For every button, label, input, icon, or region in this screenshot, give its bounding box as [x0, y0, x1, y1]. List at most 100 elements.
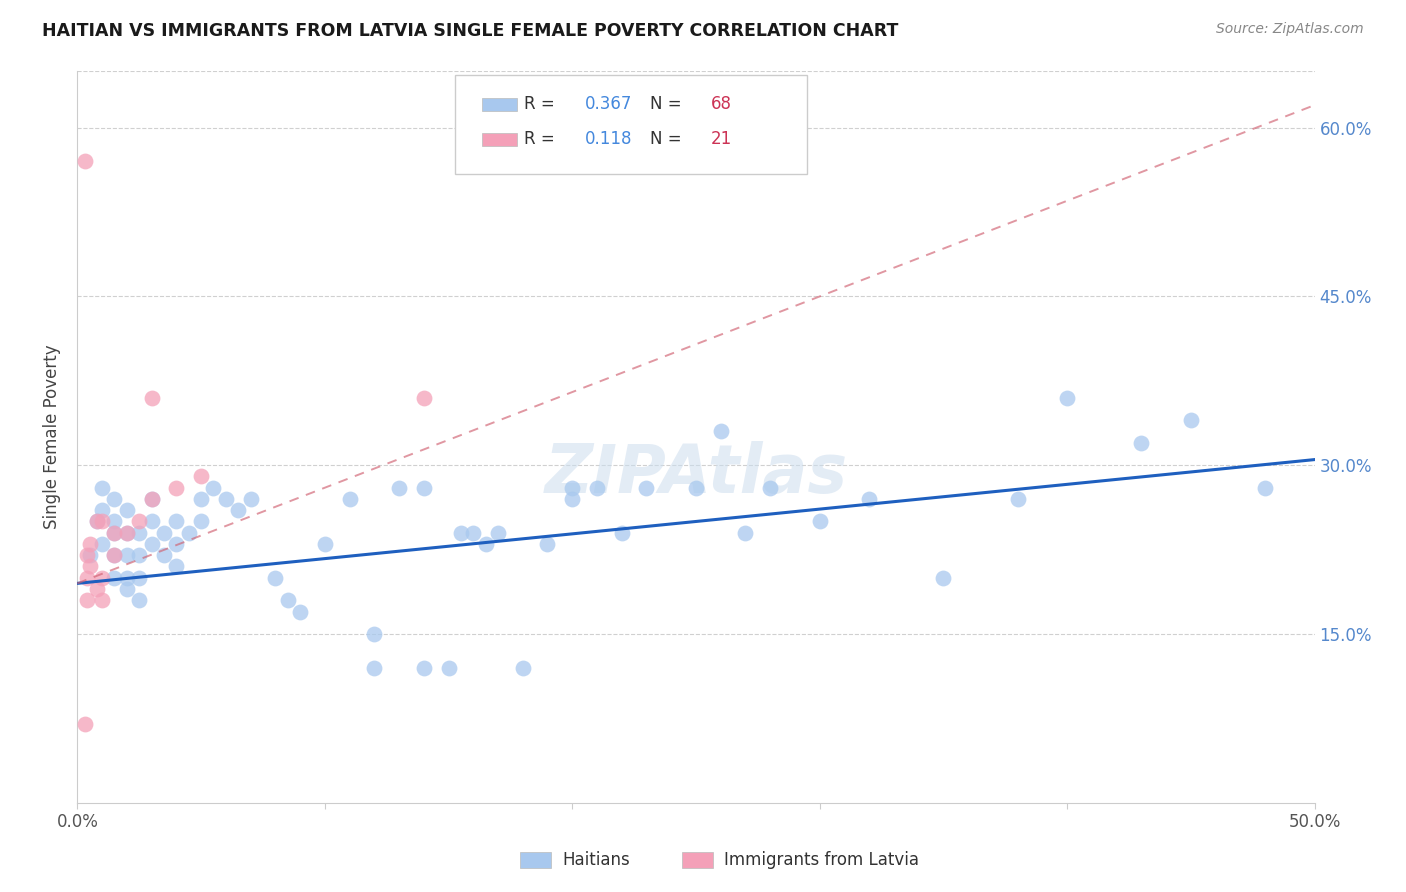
Text: Immigrants from Latvia: Immigrants from Latvia [724, 851, 920, 869]
Point [561, 491, 583, 506]
Point [586, 481, 609, 495]
Point [388, 481, 411, 495]
Point [128, 515, 150, 529]
Point [190, 469, 212, 483]
Point [610, 525, 633, 540]
Point [91, 571, 114, 585]
FancyBboxPatch shape [482, 98, 516, 111]
Text: 68: 68 [711, 95, 731, 113]
Point [363, 661, 385, 675]
Text: 0.367: 0.367 [585, 95, 631, 113]
Point [177, 525, 200, 540]
Point [165, 559, 187, 574]
FancyBboxPatch shape [454, 75, 807, 174]
Point [115, 503, 138, 517]
Point [1007, 491, 1029, 506]
Text: R =: R = [524, 130, 565, 148]
Point [128, 571, 150, 585]
Point [103, 491, 125, 506]
Point [932, 571, 955, 585]
Point [103, 548, 125, 562]
Point [79, 559, 101, 574]
Point [141, 537, 163, 551]
Point [153, 548, 176, 562]
Point [734, 525, 756, 540]
Point [1056, 391, 1078, 405]
Text: 0.118: 0.118 [585, 130, 633, 148]
Point [91, 515, 114, 529]
Point [115, 548, 138, 562]
Point [128, 548, 150, 562]
Text: N =: N = [650, 130, 688, 148]
Point [91, 503, 114, 517]
Point [103, 525, 125, 540]
Text: R =: R = [524, 95, 560, 113]
Point [450, 525, 472, 540]
Point [103, 548, 125, 562]
Point [264, 571, 287, 585]
FancyBboxPatch shape [482, 133, 516, 146]
Point [73, 154, 96, 169]
Point [636, 481, 658, 495]
Point [76, 571, 98, 585]
Y-axis label: Single Female Poverty: Single Female Poverty [44, 345, 62, 529]
Point [141, 491, 163, 506]
Point [103, 525, 125, 540]
Point [363, 627, 385, 641]
Point [486, 525, 509, 540]
Point [463, 525, 485, 540]
Point [141, 491, 163, 506]
Point [128, 525, 150, 540]
Point [103, 515, 125, 529]
Point [202, 481, 225, 495]
Point [79, 537, 101, 551]
Point [759, 481, 782, 495]
Point [1180, 413, 1202, 427]
Point [536, 537, 558, 551]
Point [115, 525, 138, 540]
Point [437, 661, 460, 675]
Point [190, 491, 212, 506]
Point [1254, 481, 1277, 495]
Point [239, 491, 262, 506]
Point [91, 593, 114, 607]
Point [76, 548, 98, 562]
Point [86, 582, 108, 596]
Point [561, 481, 583, 495]
Point [115, 571, 138, 585]
Point [685, 481, 707, 495]
Text: Source: ZipAtlas.com: Source: ZipAtlas.com [1216, 22, 1364, 37]
Text: HAITIAN VS IMMIGRANTS FROM LATVIA SINGLE FEMALE POVERTY CORRELATION CHART: HAITIAN VS IMMIGRANTS FROM LATVIA SINGLE… [42, 22, 898, 40]
Point [190, 515, 212, 529]
Point [86, 515, 108, 529]
Point [412, 391, 434, 405]
Point [277, 593, 299, 607]
Point [153, 525, 176, 540]
Point [165, 515, 187, 529]
Point [103, 571, 125, 585]
Text: 21: 21 [711, 130, 733, 148]
Text: N =: N = [650, 95, 688, 113]
Point [128, 593, 150, 607]
Point [226, 503, 249, 517]
Text: Haitians: Haitians [562, 851, 630, 869]
Point [314, 537, 336, 551]
Point [79, 548, 101, 562]
Point [512, 661, 534, 675]
Point [288, 605, 311, 619]
Point [115, 582, 138, 596]
Point [76, 593, 98, 607]
Point [858, 491, 880, 506]
Point [91, 537, 114, 551]
Point [474, 537, 496, 551]
Point [1130, 435, 1153, 450]
Point [165, 481, 187, 495]
Point [710, 425, 733, 439]
Point [215, 491, 238, 506]
Point [86, 515, 108, 529]
Point [808, 515, 831, 529]
Point [141, 515, 163, 529]
Point [339, 491, 361, 506]
Point [412, 661, 434, 675]
Point [73, 717, 96, 731]
